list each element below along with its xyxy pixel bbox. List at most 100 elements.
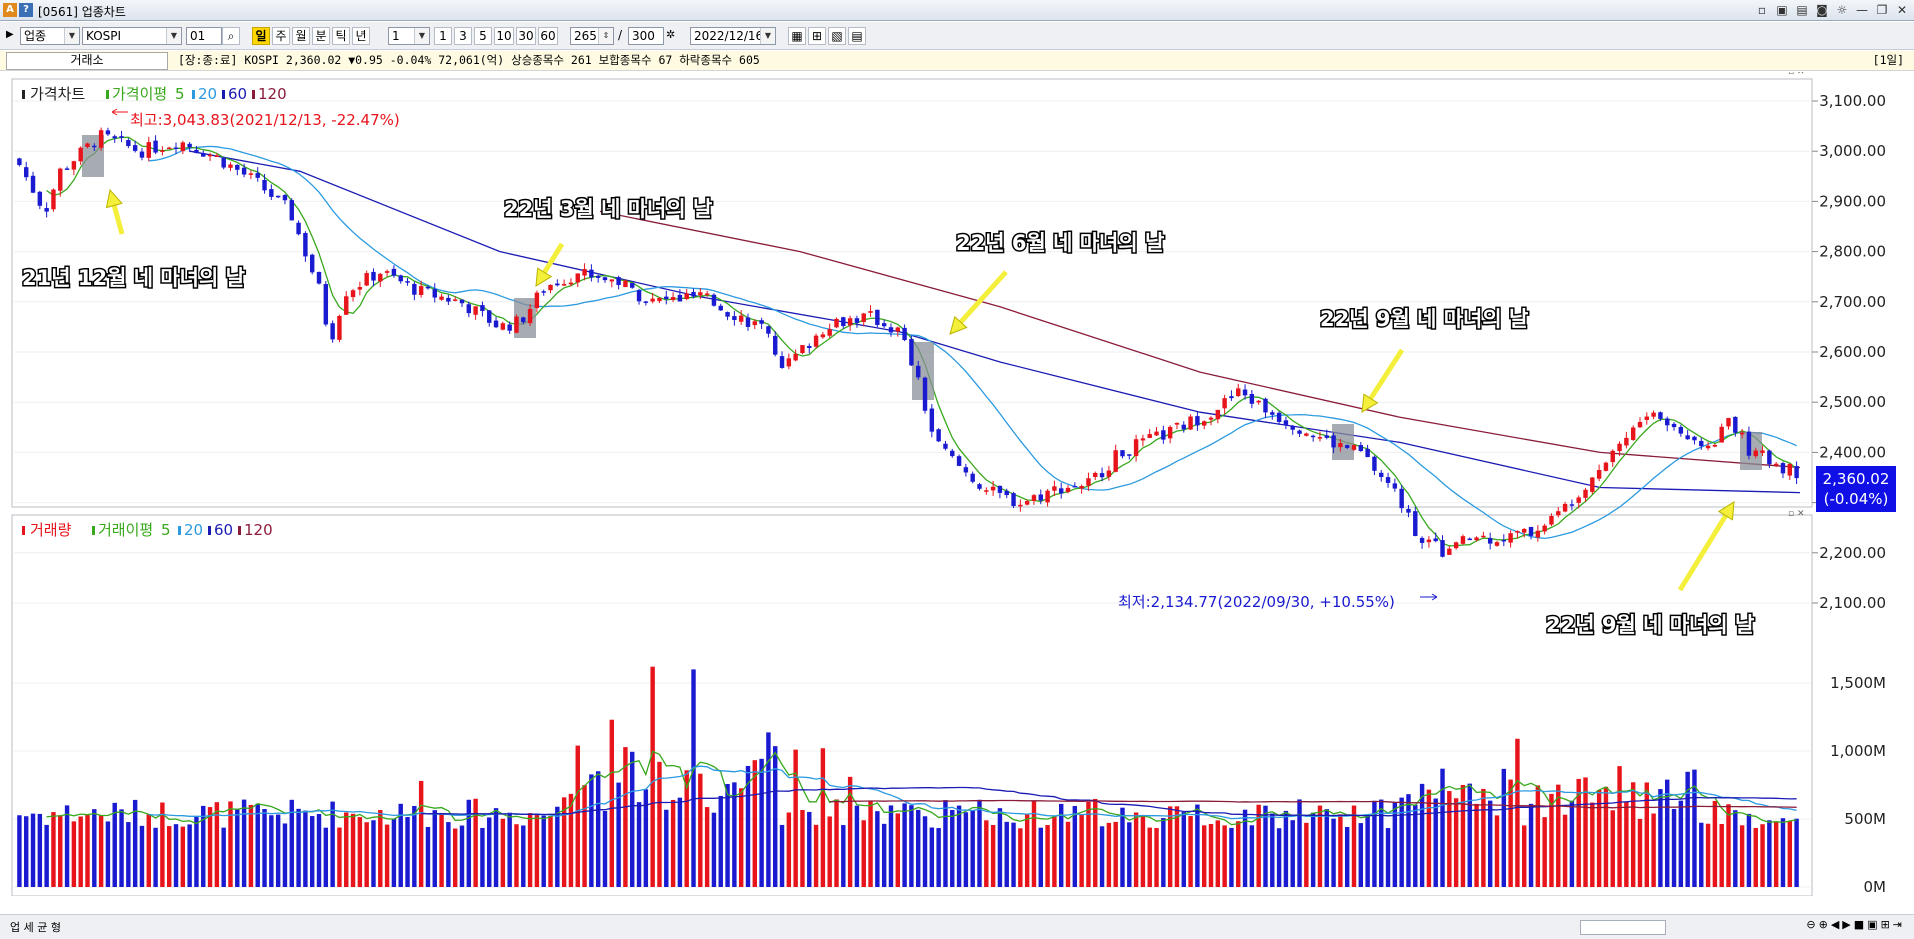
candle-body xyxy=(1392,483,1398,489)
bottom-tabs[interactable]: 업 세 균 형 xyxy=(10,921,61,934)
period-minute-button[interactable]: 분 xyxy=(312,27,330,45)
interval-60-button[interactable]: 60 xyxy=(538,27,558,45)
minimize-icon[interactable]: — xyxy=(1856,3,1868,17)
candle-body xyxy=(875,309,880,325)
maximize-icon[interactable]: ❐ xyxy=(1876,3,1888,17)
fit-icon[interactable]: ▣ xyxy=(1867,918,1878,931)
end-icon[interactable]: ⇥ xyxy=(1892,918,1902,931)
volume-bar xyxy=(1167,806,1173,887)
interval-30-button[interactable]: 30 xyxy=(516,27,536,45)
market-select[interactable]: 업종 ▼ xyxy=(20,27,80,45)
volume-bar xyxy=(1651,813,1656,887)
camera-icon[interactable]: ◙ xyxy=(1816,3,1828,17)
scroll-right-icon[interactable]: ▶ xyxy=(1842,918,1851,931)
period-day-button[interactable]: 일 xyxy=(252,27,270,45)
candle-body xyxy=(636,290,642,302)
candle-body xyxy=(493,320,499,328)
volume-bar xyxy=(786,812,792,887)
code-field[interactable]: 01 xyxy=(186,27,222,45)
volume-bar xyxy=(1174,806,1180,887)
crosshair-icon[interactable]: ⊞ xyxy=(1880,918,1890,931)
panel-controls[interactable]: ▫ ✕ ▫ ✕ xyxy=(1788,67,1805,519)
period-tick-button[interactable]: 틱 xyxy=(332,27,350,45)
zoom-out-icon[interactable]: ⊖ xyxy=(1806,918,1816,931)
candle-body xyxy=(1338,443,1343,448)
interval-select[interactable]: 1 ▼ xyxy=(388,27,430,45)
chart-canvas[interactable]: 3,100.00 3,000.00 2,900.00 2,800.00 2,700.00… xyxy=(0,67,1914,916)
candle-body xyxy=(650,298,655,302)
help-icon[interactable]: ? xyxy=(19,3,33,17)
annotation-arrow-head xyxy=(535,267,553,287)
settings-icon[interactable]: ☼ xyxy=(1836,3,1848,17)
candle-body xyxy=(1685,435,1690,440)
zoom-in-icon[interactable]: ⊕ xyxy=(1818,918,1828,931)
stop-icon[interactable]: ■ xyxy=(1853,918,1865,931)
candle-body xyxy=(1120,450,1125,457)
print-icon[interactable]: ▤ xyxy=(1796,3,1808,17)
scroll-left-icon[interactable]: ◀ xyxy=(1830,918,1840,931)
interval-10-button[interactable]: 10 xyxy=(494,27,514,45)
count-stepper[interactable]: 265 ⇕ xyxy=(570,27,614,45)
candle-body xyxy=(1494,542,1500,546)
index-select[interactable]: KOSPI ▼ xyxy=(82,27,182,45)
compare-icon[interactable]: ▧ xyxy=(828,27,846,45)
date-select[interactable]: 2022/12/16 ▼ xyxy=(690,27,776,45)
refresh-icon[interactable]: ✲ xyxy=(666,28,676,41)
candle-body xyxy=(956,456,962,466)
search-icon[interactable]: ⌕ xyxy=(222,27,240,45)
link-icon[interactable]: ▫ xyxy=(1757,3,1767,17)
candle-body xyxy=(466,304,472,314)
interval-1-button[interactable]: 1 xyxy=(434,27,452,45)
volume-bar xyxy=(1433,798,1438,887)
close-icon[interactable]: ✕ xyxy=(1896,3,1908,17)
interval-3-button[interactable]: 3 xyxy=(454,27,472,45)
candle-body xyxy=(1644,416,1650,420)
candle-body xyxy=(643,301,649,303)
volume-bar xyxy=(1195,804,1200,887)
period-week-button[interactable]: 주 xyxy=(272,27,290,45)
total-field[interactable]: 300 xyxy=(628,27,664,45)
candle-body xyxy=(1242,389,1248,396)
volume-bar xyxy=(1542,817,1547,887)
candle-body xyxy=(752,321,758,326)
volume-bar xyxy=(1413,804,1418,887)
indicator-icon[interactable]: ⊞ xyxy=(808,27,826,45)
volume-bar xyxy=(589,774,594,887)
play-icon[interactable]: ▶ xyxy=(6,29,14,40)
candle-body xyxy=(187,143,192,148)
volume-bar xyxy=(493,808,499,887)
candle-body xyxy=(221,157,226,168)
volume-bar xyxy=(64,805,70,887)
candle-body xyxy=(64,168,70,170)
candle-body xyxy=(1113,450,1118,472)
horizontal-scrollbar[interactable] xyxy=(1580,920,1666,935)
period-year-button[interactable]: 년 xyxy=(352,27,370,45)
grid-icon[interactable]: ▦ xyxy=(788,27,806,45)
volume-bar xyxy=(105,821,111,887)
volume-bar xyxy=(194,816,199,887)
candle-body xyxy=(684,293,689,300)
annotation-arrow-head xyxy=(1717,501,1735,521)
volume-bar xyxy=(1372,800,1377,887)
candle-body xyxy=(1188,416,1193,430)
volume-bar xyxy=(500,818,506,887)
interval-5-button[interactable]: 5 xyxy=(474,27,492,45)
volume-bar xyxy=(44,824,49,887)
volume-bar xyxy=(677,797,683,887)
candle-body xyxy=(323,284,329,325)
volume-bar xyxy=(1154,828,1159,887)
app-icon[interactable]: A xyxy=(3,3,17,17)
volume-bar xyxy=(412,805,417,887)
table-icon[interactable]: ▤ xyxy=(848,27,866,45)
candle-body xyxy=(766,326,771,334)
annotation-arrow-shaft xyxy=(542,242,565,274)
annotation-arrows xyxy=(105,188,1735,592)
svg-text:▫ ✕: ▫ ✕ xyxy=(1788,509,1805,519)
volume-bar xyxy=(541,815,546,887)
chart-area[interactable]: 3,100.00 3,000.00 2,900.00 2,800.00 2,700.00… xyxy=(0,67,1914,916)
volume-bar xyxy=(85,815,90,887)
period-month-button[interactable]: 월 xyxy=(292,27,310,45)
volume-bar xyxy=(214,802,220,887)
candle-body xyxy=(589,269,594,278)
copy-icon[interactable]: ▣ xyxy=(1776,3,1788,17)
